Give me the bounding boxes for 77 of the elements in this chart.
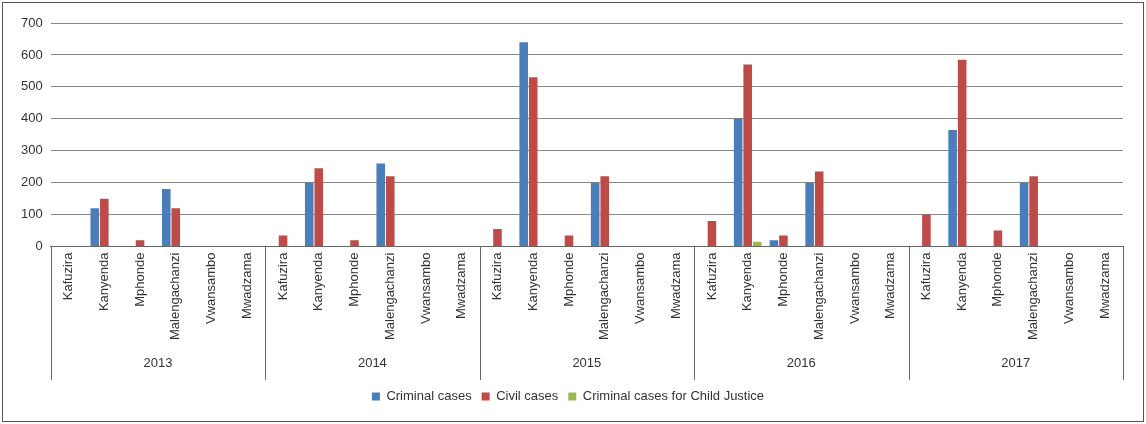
bar [161, 189, 171, 247]
x-tick-label: Vwansambo [1060, 252, 1076, 325]
x-tick-label: Kafuzira [703, 251, 719, 301]
x-tick-label: Malengachanzi [810, 252, 826, 341]
bar [922, 214, 931, 247]
bar [993, 230, 1003, 247]
x-tick-label: Malengachanzi [1025, 252, 1041, 341]
x-tick-label: Kafuzira [60, 251, 76, 301]
y-tick-label: 600 [20, 46, 43, 62]
x-tick-label: Mwadzama [882, 251, 898, 320]
x-tick-label: Mwadzama [1096, 251, 1112, 320]
bar [314, 168, 324, 247]
x-tick-label: Mwadzama [667, 251, 683, 320]
bar [350, 240, 359, 247]
y-tick-label: 500 [20, 78, 43, 94]
x-tick-label: Vwansambo [632, 252, 648, 325]
bar [1029, 176, 1038, 247]
y-tick-label: 0 [35, 238, 43, 254]
x-tick-label: Mwadzama [453, 251, 469, 320]
x-tick-label: Mphonde [131, 252, 147, 307]
bar [304, 182, 314, 247]
legend-label: Criminal cases for Child Justice [582, 388, 765, 404]
bar [948, 129, 957, 247]
bar [590, 182, 600, 247]
x-tick-label: Mphonde [346, 252, 362, 307]
y-tick-label: 300 [20, 142, 43, 158]
bar [600, 176, 610, 247]
bar [1019, 182, 1029, 247]
bar [707, 221, 717, 247]
x-tick-label: Mwadzama [238, 251, 254, 320]
bar [814, 171, 824, 247]
bar [769, 240, 779, 247]
x-tick-label: Kafuzira [917, 251, 933, 301]
x-tick-label: Mphonde [989, 252, 1005, 307]
x-tick-label: Mphonde [775, 252, 791, 307]
bar [278, 235, 288, 247]
y-tick-label: 100 [20, 206, 43, 222]
x-tick-label: Kanyenda [524, 251, 540, 312]
bar [100, 198, 109, 247]
x-tick-label: Malengachanzi [596, 252, 612, 341]
text: 2015 [572, 354, 602, 370]
x-tick-label: Malengachanzi [167, 252, 183, 341]
bar [385, 176, 395, 247]
x-tick-label: Kanyenda [310, 251, 326, 312]
bar [743, 64, 752, 247]
bar [564, 235, 574, 247]
y-tick-label: 400 [20, 110, 43, 126]
text: 2017 [1001, 354, 1031, 370]
bar [528, 77, 538, 247]
bar [779, 235, 788, 247]
bar [376, 163, 386, 247]
x-tick-label: Kafuzira [274, 251, 290, 301]
bar [805, 182, 814, 247]
text: 2013 [143, 354, 173, 370]
x-tick-label: Kafuzira [489, 251, 505, 301]
x-tick-label: Vwansambo [846, 252, 862, 325]
y-tick-label: 700 [20, 14, 43, 30]
x-tick-label: Kanyenda [739, 251, 755, 312]
text: 2014 [357, 354, 387, 370]
x-tick-label: Kanyenda [953, 251, 969, 312]
bar [519, 42, 528, 247]
bar [733, 118, 743, 247]
bar [493, 228, 502, 247]
legend-label: Criminal cases [386, 388, 473, 404]
text: 2016 [786, 354, 816, 370]
bar [171, 208, 181, 247]
x-tick-label: Vwansambo [203, 252, 219, 325]
y-tick-label: 200 [20, 174, 43, 190]
bar [957, 59, 967, 247]
x-tick-label: Malengachanzi [381, 252, 397, 341]
legend-label: Civil cases [496, 388, 559, 404]
x-tick-label: Kanyenda [95, 251, 111, 312]
bar [752, 241, 762, 247]
x-tick-label: Mphonde [560, 252, 576, 307]
x-tick-label: Vwansambo [417, 252, 433, 325]
bar [135, 240, 145, 247]
bar [90, 208, 100, 247]
